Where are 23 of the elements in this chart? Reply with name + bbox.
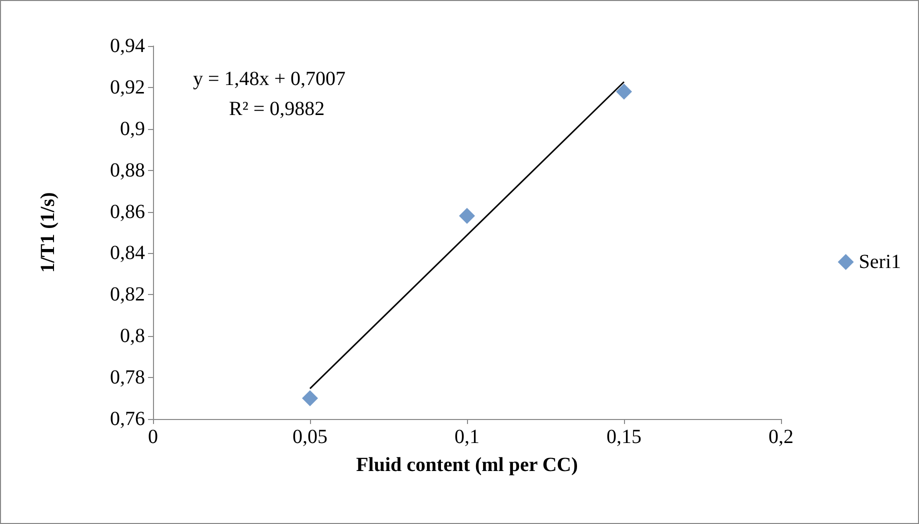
point bbox=[459, 208, 475, 224]
y-axis-title: 1/T1 (1/s) bbox=[37, 192, 59, 273]
point bbox=[302, 390, 318, 406]
y-tick-label: 0,84 bbox=[110, 242, 145, 264]
x-tick-label: 0,15 bbox=[606, 426, 642, 448]
y-tick-label: 0,82 bbox=[110, 284, 145, 306]
x-tick-label: 0,2 bbox=[768, 426, 794, 448]
y-tick-label: 0,8 bbox=[120, 325, 145, 348]
y-tick-label: 0,92 bbox=[110, 76, 145, 98]
x-tick-label: 0,05 bbox=[292, 426, 328, 448]
x-tick-label: 0,1 bbox=[454, 426, 480, 448]
annotation: y = 1,48x + 0,7007 bbox=[193, 68, 346, 90]
x-tick-label: 0 bbox=[148, 426, 158, 448]
annotation: R² = 0,9882 bbox=[229, 98, 325, 120]
x-axis-title: Fluid content (ml per CC) bbox=[356, 454, 578, 476]
y-tick-label: 0,76 bbox=[110, 408, 145, 430]
point bbox=[616, 84, 632, 100]
y-tick-label: 0,86 bbox=[110, 200, 145, 223]
legend-label: Seri1 bbox=[858, 251, 901, 273]
y-tick-label: 0,9 bbox=[120, 118, 145, 140]
y-tick-label: 0,78 bbox=[110, 366, 145, 389]
y-tick-label: 0,94 bbox=[110, 35, 145, 57]
y-tick-label: 0,88 bbox=[110, 159, 145, 182]
